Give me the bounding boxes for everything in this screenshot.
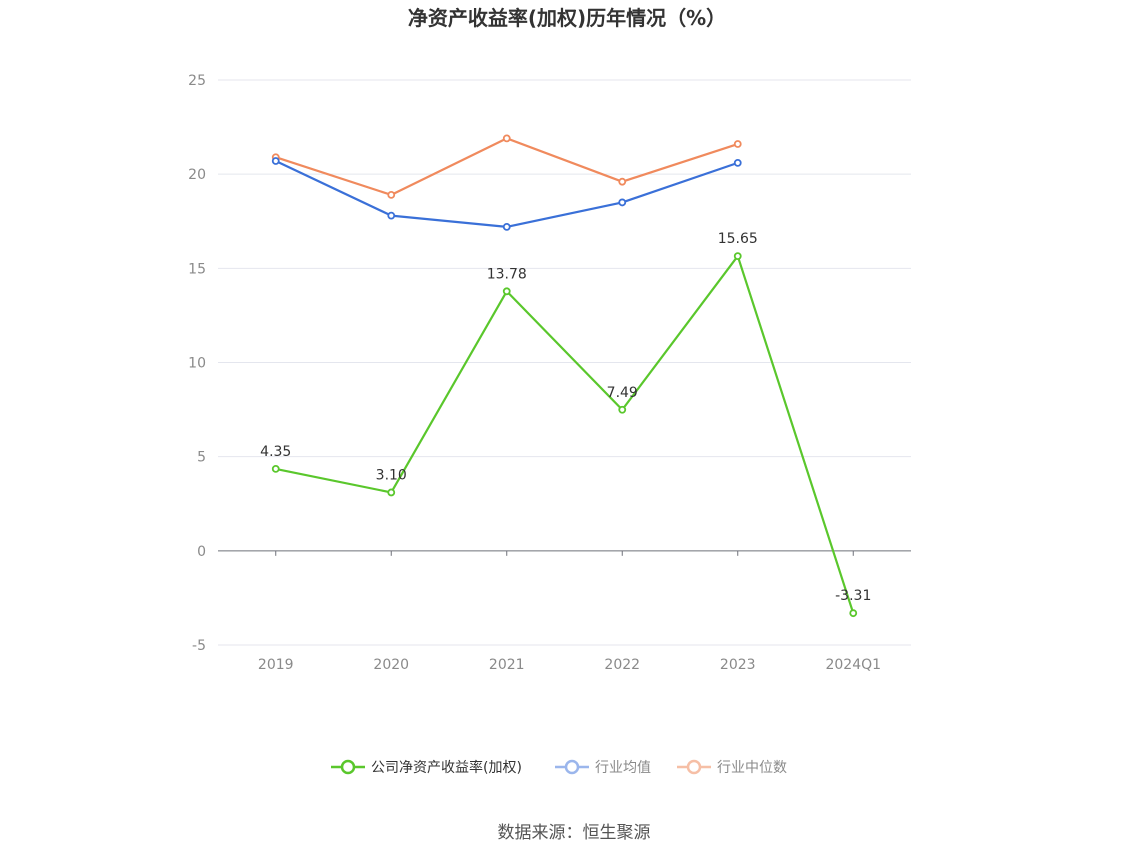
x-tick-label: 2020 bbox=[373, 657, 409, 673]
y-tick-label: 15 bbox=[188, 261, 206, 277]
data-point bbox=[849, 609, 858, 618]
data-point bbox=[271, 465, 280, 473]
legend-label: 行业中位数 bbox=[717, 760, 787, 776]
data-point bbox=[618, 405, 627, 414]
data-point bbox=[387, 190, 396, 199]
data-label: 15.65 bbox=[718, 231, 758, 247]
data-point bbox=[502, 222, 511, 231]
data-label: -3.31 bbox=[835, 588, 871, 604]
data-point bbox=[271, 157, 280, 165]
data-label: 13.78 bbox=[487, 266, 527, 282]
x-tick-label: 2023 bbox=[720, 657, 756, 673]
legend-label: 公司净资产收益率(加权) bbox=[371, 759, 522, 776]
series-lines bbox=[271, 134, 858, 618]
y-tick-label: 20 bbox=[188, 167, 206, 183]
data-point bbox=[502, 287, 511, 296]
data-point bbox=[618, 198, 627, 207]
series-line bbox=[275, 254, 855, 614]
legend-marker bbox=[686, 759, 702, 775]
legend-item[interactable]: 行业均值 bbox=[555, 759, 651, 776]
data-source: 数据来源：恒生聚源 bbox=[498, 823, 651, 843]
y-tick-label: -5 bbox=[192, 638, 206, 654]
y-tick-label: 10 bbox=[188, 356, 206, 372]
data-label: 4.35 bbox=[260, 444, 291, 460]
series-line bbox=[275, 159, 739, 228]
data-labels: 4.35 3.10 13.78 7.49 15.65 -3.31 bbox=[260, 231, 871, 604]
x-tick-label: 2019 bbox=[258, 657, 294, 673]
legend-marker bbox=[340, 759, 356, 775]
y-tick-label: 0 bbox=[197, 544, 206, 560]
x-axis: 2019 2020 2021 2022 2023 2024Q1 bbox=[218, 550, 911, 673]
legend-label: 行业均值 bbox=[595, 760, 651, 776]
data-point bbox=[618, 177, 627, 186]
x-tick-label: 2022 bbox=[604, 657, 640, 673]
legend-item[interactable]: 行业中位数 bbox=[677, 759, 787, 776]
y-tick-label: 25 bbox=[188, 73, 206, 89]
y-tick-label: 5 bbox=[197, 450, 206, 466]
data-point bbox=[733, 140, 742, 148]
y-axis-ticks: -5 0 5 10 15 20 25 bbox=[188, 73, 206, 654]
grid-lines bbox=[218, 79, 911, 646]
data-point bbox=[387, 488, 396, 497]
data-point bbox=[733, 252, 742, 260]
legend[interactable]: 公司净资产收益率(加权) 行业均值 行业中位数 bbox=[331, 759, 787, 776]
data-point bbox=[387, 211, 396, 220]
data-point bbox=[502, 134, 511, 143]
chart-title: 净资产收益率(加权)历年情况（%） bbox=[408, 6, 726, 30]
data-point bbox=[733, 158, 742, 167]
x-tick-label: 2021 bbox=[489, 657, 525, 673]
legend-item[interactable]: 公司净资产收益率(加权) bbox=[331, 759, 522, 776]
data-label: 7.49 bbox=[607, 385, 638, 401]
data-label: 3.10 bbox=[376, 467, 407, 483]
x-tick-label: 2024Q1 bbox=[825, 657, 881, 673]
legend-marker bbox=[564, 759, 580, 775]
